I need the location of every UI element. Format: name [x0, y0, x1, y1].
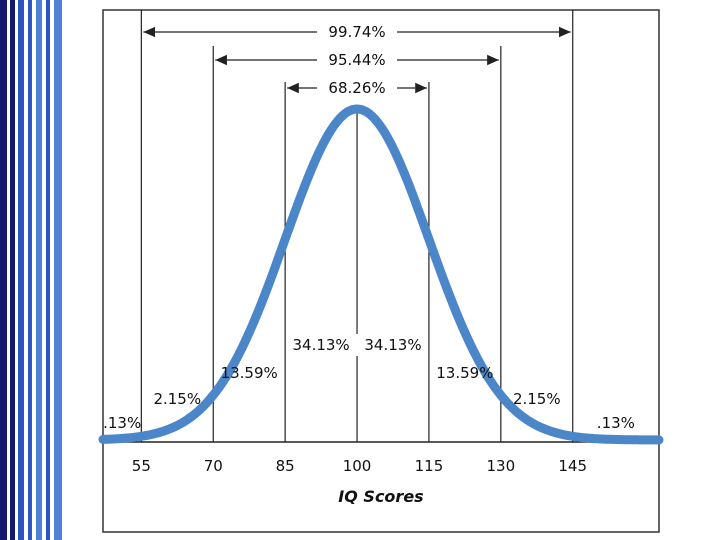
- normal-curve: [98, 104, 664, 445]
- chart-frame: [102, 9, 660, 533]
- segment-percentage: 34.13%: [364, 336, 421, 354]
- stripe: [54, 0, 62, 540]
- stripe: [46, 0, 50, 540]
- segment-percentage: .13%: [597, 414, 635, 432]
- stripe: [10, 0, 15, 540]
- x-tick-label: 115: [415, 457, 444, 475]
- segment-percentage: 34.13%: [292, 336, 349, 354]
- center-label-gap: [354, 334, 361, 356]
- range-label: 95.44%: [328, 51, 385, 69]
- x-tick-label: 70: [204, 457, 223, 475]
- stripe: [0, 0, 7, 540]
- x-tick-label: 130: [487, 457, 516, 475]
- decorative-stripes: [0, 0, 62, 540]
- range-label: 68.26%: [328, 79, 385, 97]
- range-label: 99.74%: [328, 23, 385, 41]
- x-tick-label: 100: [343, 457, 372, 475]
- stripe: [36, 0, 42, 540]
- x-tick-label: 145: [558, 457, 587, 475]
- stripe: [18, 0, 24, 540]
- segment-percentage: 2.15%: [513, 390, 561, 408]
- segment-percentage: .13%: [103, 414, 141, 432]
- x-tick-label: 55: [132, 457, 151, 475]
- segment-percentage: 2.15%: [153, 390, 201, 408]
- segment-percentage: 13.59%: [221, 364, 278, 382]
- segment-percentage: 13.59%: [436, 364, 493, 382]
- x-axis-label: IQ Scores: [338, 487, 423, 506]
- x-tick-label: 85: [276, 457, 295, 475]
- stripe: [28, 0, 32, 540]
